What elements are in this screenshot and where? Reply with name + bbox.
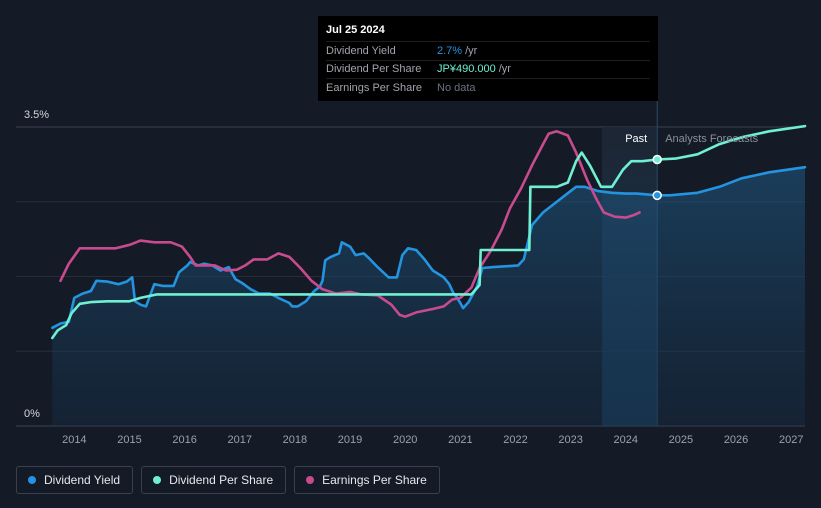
series-markers — [652, 154, 662, 201]
legend-label: Dividend Yield — [44, 473, 121, 487]
forecast-label: Analysts Forecasts — [665, 133, 758, 145]
legend-dot-icon — [153, 476, 162, 484]
legend-item-earnings-per-share[interactable]: Earnings Per Share — [294, 466, 440, 494]
tooltip-label: Earnings Per Share — [326, 81, 422, 94]
x-tick-label: 2025 — [669, 434, 693, 446]
tooltip-label: Dividend Yield — [326, 44, 396, 57]
x-tick-label: 2019 — [338, 434, 362, 446]
tooltip-value: JP¥490.000 — [437, 63, 496, 76]
marker-dividend-yield — [652, 190, 662, 201]
y-tick-label: 0% — [24, 408, 40, 420]
marker-dividend-per-share — [652, 154, 662, 165]
x-tick-label: 2024 — [614, 434, 638, 446]
x-tick-label: 2027 — [779, 434, 803, 446]
x-tick-label: 2022 — [503, 434, 527, 446]
x-tick-label: 2018 — [283, 434, 307, 446]
x-tick-label: 2021 — [448, 434, 472, 446]
tooltip-unit: /yr — [498, 63, 511, 76]
x-tick-label: 2023 — [558, 434, 582, 446]
series-lines — [51, 124, 807, 340]
x-tick-label: 2017 — [228, 434, 252, 446]
legend-dot-icon — [28, 476, 36, 484]
legend-dot-icon — [306, 476, 315, 484]
line-dividend-yield — [51, 165, 807, 330]
x-tick-label: 2020 — [393, 434, 417, 446]
legend-item-dividend-per-share[interactable]: Dividend Per Share — [141, 466, 287, 494]
x-tick-label: 2016 — [172, 434, 196, 446]
line-dividend-per-share — [51, 124, 807, 340]
x-tick-label: 2014 — [62, 434, 86, 446]
tooltip-row-earnings-per-share: Earnings Per Share No data — [326, 78, 650, 97]
tooltip-date: Jul 25 2024 — [326, 24, 385, 36]
tooltip: Jul 25 2024 Dividend Yield 2.7% /yr Divi… — [318, 16, 658, 101]
tooltip-row-dividend-per-share: Dividend Per Share JP¥490.000 /yr — [326, 59, 650, 79]
tooltip-label: Dividend Per Share — [326, 63, 422, 76]
x-tick-label: 2015 — [117, 434, 141, 446]
legend-item-dividend-yield[interactable]: Dividend Yield — [16, 466, 134, 494]
y-tick-label: 3.5% — [24, 109, 49, 121]
legend: Dividend Yield Dividend Per Share Earnin… — [16, 466, 440, 494]
tooltip-unit: /yr — [465, 44, 478, 57]
tooltip-value: 2.7% — [437, 44, 463, 57]
legend-label: Dividend Per Share — [169, 473, 274, 487]
tooltip-row-dividend-yield: Dividend Yield 2.7% /yr — [326, 41, 650, 60]
x-tick-label: 2026 — [724, 434, 748, 446]
legend-label: Earnings Per Share — [322, 473, 427, 487]
area-dividend-yield — [52, 167, 806, 426]
tooltip-value: No data — [437, 81, 476, 94]
axis-labels: 3.5% 0% 2014 2015 2016 2017 2018 2019 2020 2021 20… — [24, 109, 803, 446]
past-label: Past — [625, 133, 647, 145]
dividend-yield-area — [52, 167, 806, 426]
line-earnings-per-share — [59, 130, 641, 318]
